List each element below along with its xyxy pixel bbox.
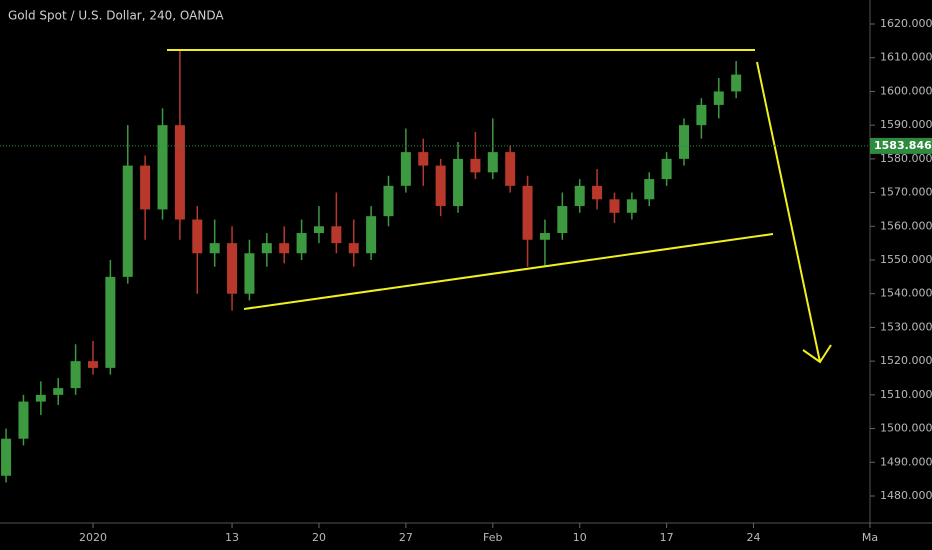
- x-tick-label: Ma: [862, 531, 878, 544]
- candle-body: [348, 243, 359, 254]
- y-tick-label: 1530.000: [880, 320, 932, 333]
- candle-body: [574, 185, 585, 207]
- support-line: [243, 233, 774, 310]
- candle-body: [87, 361, 98, 368]
- x-tick-label: 10: [573, 531, 587, 544]
- candle-body: [522, 185, 533, 240]
- candle-body: [644, 179, 655, 200]
- candle-body: [70, 361, 81, 389]
- candle-body: [487, 152, 498, 173]
- last-price-box: [870, 137, 932, 154]
- last-price-label: 1583.846: [874, 139, 932, 152]
- drawings: [167, 49, 832, 364]
- candle-body: [557, 206, 568, 234]
- candle-body: [53, 388, 64, 395]
- y-tick-label: 1570.000: [880, 186, 932, 199]
- candle-body: [609, 199, 620, 213]
- candle-body: [713, 91, 724, 105]
- candle-body: [244, 253, 255, 294]
- y-tick-label: 1510.000: [880, 388, 932, 401]
- candle-body: [296, 233, 307, 254]
- y-tick-label: 1520.000: [880, 354, 932, 367]
- candle-body: [279, 243, 290, 254]
- y-tick-label: 1580.000: [880, 152, 932, 165]
- candle-body: [453, 158, 464, 207]
- y-tick-label: 1500.000: [880, 422, 932, 435]
- candle-body: [661, 158, 672, 180]
- candle-body: [539, 233, 550, 240]
- chart-title: Gold Spot / U.S. Dollar, 240, OANDA: [8, 9, 224, 23]
- candle-body: [122, 165, 133, 277]
- x-tick-label: 20: [312, 531, 326, 544]
- candle-body: [435, 165, 446, 207]
- candle-body: [313, 226, 324, 234]
- candle-body: [35, 394, 46, 402]
- y-tick-label: 1600.000: [880, 84, 932, 97]
- candle-body: [174, 125, 185, 220]
- x-tick-label: 27: [399, 531, 413, 544]
- y-tick-label: 1480.000: [880, 489, 932, 502]
- y-tick-label: 1540.000: [880, 287, 932, 300]
- candle-body: [505, 152, 516, 186]
- candle-body: [105, 276, 116, 368]
- candle-body: [140, 165, 151, 210]
- candle-body: [227, 243, 238, 294]
- y-tick-label: 1620.000: [880, 17, 932, 30]
- x-tick-label: Feb: [483, 531, 502, 544]
- y-tick-label: 1550.000: [880, 253, 932, 266]
- arrow-head: [802, 344, 832, 364]
- candle-body: [418, 152, 429, 166]
- y-tick-label: 1610.000: [880, 51, 932, 64]
- y-tick-label: 1590.000: [880, 118, 932, 131]
- x-tick-label: 13: [225, 531, 239, 544]
- candles: [1, 50, 742, 483]
- candle-body: [470, 158, 481, 173]
- candle-body: [18, 401, 29, 439]
- arrow-shaft: [756, 61, 821, 363]
- candle-body: [261, 243, 272, 254]
- y-tick-label: 1490.000: [880, 455, 932, 468]
- candle-body: [157, 125, 168, 210]
- y-tick-label: 1560.000: [880, 219, 932, 232]
- x-tick-label: 2020: [79, 531, 107, 544]
- candle-body: [400, 152, 411, 186]
- candle-body: [592, 185, 603, 200]
- candle-body: [366, 216, 377, 254]
- candle-body: [383, 185, 394, 217]
- candle-body: [626, 199, 637, 213]
- candle-body: [1, 438, 12, 476]
- x-tick-label: 24: [747, 531, 761, 544]
- candle-body: [731, 74, 742, 92]
- candle-body: [192, 219, 203, 254]
- candle-body: [209, 243, 220, 254]
- candle-body: [679, 125, 690, 159]
- x-tick-label: 17: [660, 531, 674, 544]
- candle-body: [331, 226, 342, 244]
- candle-body: [696, 104, 707, 126]
